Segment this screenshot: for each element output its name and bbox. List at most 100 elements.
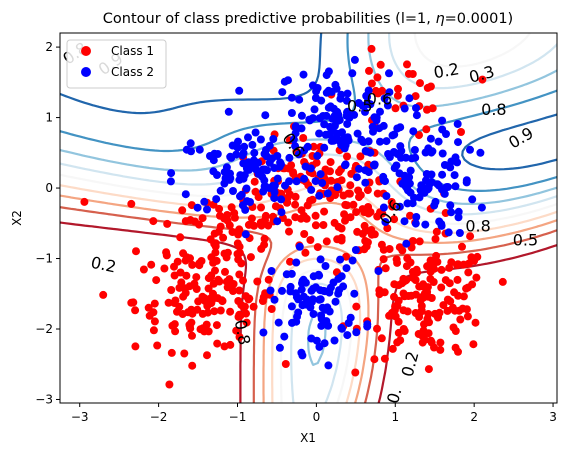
point-class-1 bbox=[437, 265, 446, 274]
point-class-1 bbox=[242, 318, 251, 327]
point-class-1 bbox=[360, 245, 369, 254]
y-axis-ticks: −3 −2 −1 0 1 2 bbox=[35, 40, 60, 406]
point-class-1 bbox=[396, 336, 405, 345]
point-class-2 bbox=[181, 190, 190, 199]
point-class-2 bbox=[287, 302, 296, 311]
point-class-2 bbox=[317, 321, 326, 330]
point-class-1 bbox=[398, 246, 407, 255]
point-class-1 bbox=[373, 73, 382, 82]
point-class-2 bbox=[209, 167, 218, 176]
point-class-1 bbox=[498, 277, 507, 286]
point-class-2 bbox=[361, 178, 370, 187]
legend: Class 1 Class 2 bbox=[66, 39, 167, 89]
point-class-1 bbox=[424, 365, 433, 374]
point-class-2 bbox=[402, 239, 411, 248]
point-class-2 bbox=[289, 135, 298, 144]
point-class-1 bbox=[311, 221, 320, 230]
point-class-2 bbox=[366, 100, 375, 109]
point-class-1 bbox=[167, 348, 176, 357]
point-class-2 bbox=[275, 343, 284, 352]
point-class-1 bbox=[311, 211, 320, 220]
point-class-1 bbox=[178, 310, 187, 318]
point-class-2 bbox=[287, 109, 296, 117]
point-class-1 bbox=[390, 215, 399, 224]
x-tick-label: 1 bbox=[391, 410, 399, 424]
point-class-1 bbox=[345, 189, 354, 198]
point-class-1 bbox=[418, 338, 427, 347]
point-class-1 bbox=[356, 191, 365, 200]
point-class-1 bbox=[179, 249, 188, 258]
point-class-2 bbox=[273, 217, 282, 226]
point-class-1 bbox=[301, 248, 310, 257]
point-class-2 bbox=[412, 213, 421, 221]
point-class-2 bbox=[280, 332, 289, 341]
point-class-2 bbox=[321, 130, 330, 139]
point-class-1 bbox=[176, 268, 185, 277]
point-class-1 bbox=[472, 273, 481, 282]
point-class-2 bbox=[342, 96, 351, 105]
point-class-1 bbox=[209, 279, 218, 288]
point-class-1 bbox=[464, 268, 473, 277]
point-class-1 bbox=[225, 275, 234, 284]
point-class-2 bbox=[260, 149, 269, 158]
point-class-1 bbox=[283, 193, 292, 202]
point-class-2 bbox=[212, 195, 221, 204]
point-class-1 bbox=[190, 279, 199, 288]
point-class-1 bbox=[346, 181, 355, 190]
point-class-2 bbox=[382, 137, 391, 146]
point-class-1 bbox=[433, 257, 442, 266]
point-class-2 bbox=[277, 160, 285, 169]
point-class-1 bbox=[250, 221, 258, 230]
point-class-2 bbox=[324, 361, 333, 370]
point-class-1 bbox=[390, 292, 398, 301]
point-class-1 bbox=[373, 324, 381, 333]
point-class-1 bbox=[229, 287, 237, 295]
point-class-1 bbox=[210, 307, 219, 316]
point-class-2 bbox=[385, 69, 393, 78]
point-class-2 bbox=[339, 282, 348, 291]
point-class-1 bbox=[377, 240, 386, 249]
point-class-1 bbox=[341, 200, 350, 209]
contour-label: 0.2 bbox=[89, 253, 118, 277]
point-class-1 bbox=[204, 284, 213, 293]
point-class-2 bbox=[412, 104, 420, 112]
point-class-1 bbox=[459, 292, 468, 301]
point-class-2 bbox=[438, 116, 447, 125]
point-class-2 bbox=[323, 189, 332, 198]
point-class-1 bbox=[188, 361, 197, 370]
point-class-2 bbox=[297, 348, 306, 357]
point-class-2 bbox=[309, 310, 318, 318]
point-class-2 bbox=[297, 111, 306, 120]
point-class-1 bbox=[388, 202, 397, 211]
point-class-1 bbox=[227, 203, 236, 212]
point-class-1 bbox=[333, 235, 342, 244]
point-class-1 bbox=[211, 248, 220, 257]
point-class-2 bbox=[278, 88, 287, 97]
point-class-2 bbox=[455, 229, 464, 237]
point-class-2 bbox=[337, 323, 346, 332]
point-class-1 bbox=[145, 311, 154, 320]
point-class-2 bbox=[270, 164, 279, 172]
point-class-1 bbox=[212, 321, 221, 330]
point-class-1 bbox=[422, 125, 431, 134]
point-class-1 bbox=[234, 297, 243, 305]
point-class-1 bbox=[404, 69, 413, 78]
point-class-2 bbox=[350, 55, 359, 64]
point-class-1 bbox=[411, 276, 420, 284]
contour-label: 0.2 bbox=[432, 59, 460, 82]
point-class-1 bbox=[402, 262, 411, 271]
x-tick-label: 3 bbox=[549, 410, 557, 424]
point-class-2 bbox=[364, 86, 373, 95]
point-class-2 bbox=[244, 133, 252, 142]
point-class-2 bbox=[382, 192, 391, 200]
point-class-2 bbox=[405, 94, 414, 103]
x-tick-label: −2 bbox=[150, 410, 168, 424]
point-class-2 bbox=[250, 148, 259, 157]
point-class-1 bbox=[415, 131, 423, 140]
point-class-2 bbox=[209, 156, 218, 165]
point-class-2 bbox=[330, 336, 339, 345]
point-class-2 bbox=[291, 142, 300, 151]
point-class-1 bbox=[226, 307, 235, 316]
point-class-2 bbox=[342, 264, 351, 273]
